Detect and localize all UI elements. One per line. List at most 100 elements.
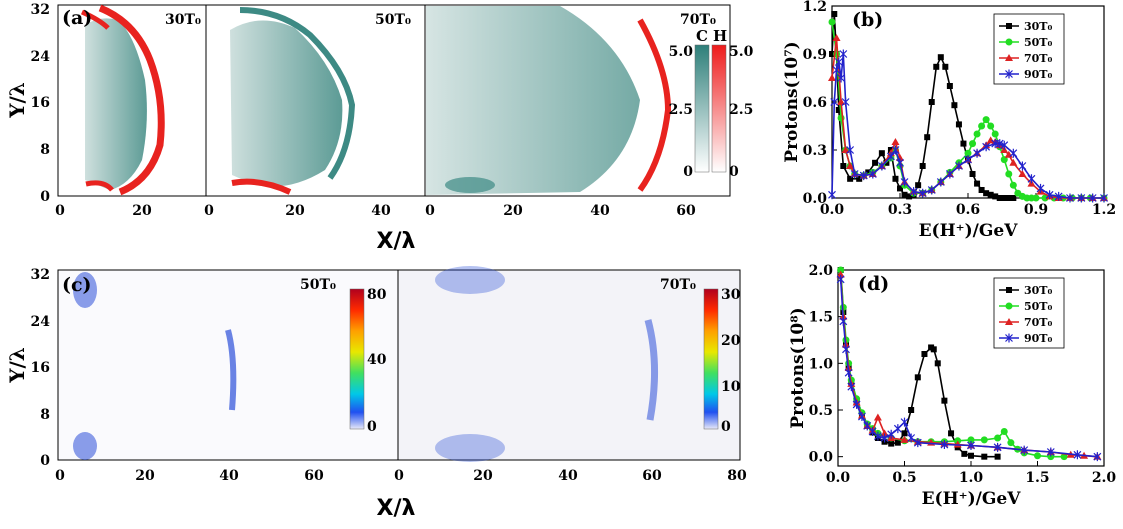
data-point	[832, 65, 841, 75]
x-tick-label: 1.2	[1092, 202, 1116, 218]
series-line	[831, 13, 1014, 199]
carbon-region	[426, 6, 640, 195]
proton-front	[231, 178, 292, 195]
data-point	[973, 148, 981, 158]
data-point	[1036, 183, 1045, 193]
colorbar-tick: 0	[721, 419, 731, 435]
data-point	[1041, 194, 1049, 202]
legend-label: 70T₀	[1024, 52, 1052, 65]
panel-label: (b)	[852, 9, 883, 31]
data-point	[859, 171, 868, 181]
data-point	[987, 122, 995, 130]
y-tick: 32	[31, 2, 50, 18]
x-tick: 20	[473, 468, 493, 484]
legend-label: 30T₀	[1024, 284, 1052, 297]
data-point	[1066, 193, 1074, 203]
y-axis-label: Y/λ	[5, 347, 29, 384]
x-tick-label: 0.0	[826, 470, 851, 486]
data-point	[983, 190, 990, 197]
y-tick-label: 0.5	[809, 403, 833, 419]
data-point	[840, 163, 847, 169]
data-point	[969, 171, 976, 177]
data-point	[844, 368, 853, 378]
data-point	[865, 169, 872, 176]
data-point	[1060, 453, 1068, 461]
data-point	[978, 187, 985, 193]
data-point	[850, 169, 859, 179]
data-point	[1009, 148, 1018, 158]
x-tick-label: 0.0	[820, 202, 845, 218]
y-tick: 16	[31, 360, 50, 376]
data-point	[924, 134, 931, 141]
data-point	[1077, 193, 1086, 203]
data-point	[906, 193, 913, 200]
legend-marker	[1006, 287, 1012, 293]
x-tick: 0	[55, 468, 65, 484]
data-point	[894, 439, 901, 446]
data-point	[852, 399, 861, 409]
legend-label: 50T₀	[1024, 36, 1052, 49]
legend: 30T₀ 50T₀ 70T₀ 90T₀	[993, 13, 1065, 85]
data-point	[991, 130, 999, 138]
data-point	[960, 140, 967, 147]
data-point	[978, 122, 986, 130]
colorbar-tick: 0	[367, 419, 377, 435]
x-tick: 0	[425, 203, 435, 219]
data-point	[909, 187, 918, 197]
data-point	[893, 424, 902, 434]
legend-label: 90T₀	[1024, 332, 1052, 345]
data-point	[1034, 452, 1041, 460]
data-point	[994, 453, 1001, 460]
y-tick-label: 1.0	[809, 356, 834, 372]
panel-d-plot: 0.0 0.5 1.0 1.5 2.0 0.0 0.5 1.0 1.5 2.0 E(H⁺)/GeV P…	[788, 263, 1116, 509]
colorbar-tick: 0	[729, 164, 739, 180]
proton-front	[637, 18, 672, 192]
data-point	[1010, 195, 1017, 201]
data-point	[837, 98, 846, 105]
y-axis-label: Protons(10⁷)	[782, 41, 802, 162]
y-tick-label: 2.0	[809, 263, 834, 279]
data-point	[974, 180, 981, 187]
colorbar-tick: 2.5	[669, 102, 693, 118]
colorbar-tick: 40	[367, 352, 387, 368]
data-point	[1000, 427, 1008, 435]
data-point	[835, 107, 842, 113]
panel-a-sub-70	[424, 4, 731, 197]
data-point	[996, 195, 1003, 201]
data-point	[828, 190, 836, 200]
series-1	[837, 267, 1001, 460]
data-point	[900, 177, 909, 187]
y-tick-label: 0.0	[803, 191, 828, 207]
data-point	[907, 433, 916, 443]
data-point	[941, 397, 948, 404]
colorbar-tick: 10	[721, 379, 741, 395]
data-point	[964, 155, 972, 165]
data-point	[897, 185, 903, 192]
colorbar-hydrogen-label: H	[713, 27, 727, 45]
data-point	[1000, 156, 1008, 164]
data-point	[880, 433, 889, 443]
data-point	[980, 436, 988, 444]
data-point	[856, 175, 863, 182]
x-tick: 0	[204, 203, 214, 219]
data-point	[964, 149, 972, 157]
data-point	[930, 346, 937, 353]
data-point	[961, 450, 968, 457]
data-point	[847, 175, 854, 182]
series-4	[836, 274, 1102, 462]
data-point	[995, 139, 1004, 149]
x-axis-label: X/λ	[377, 229, 416, 254]
data-point	[927, 185, 936, 195]
x-tick: 0	[394, 468, 404, 484]
y-tick-label: 0.0	[809, 450, 834, 466]
data-point	[1005, 195, 1012, 201]
data-point	[900, 417, 909, 427]
time-label: 70T₀	[660, 277, 696, 293]
colorbar-tick: 80	[367, 287, 387, 303]
data-point	[887, 151, 895, 161]
data-point	[1009, 181, 1017, 189]
data-point	[994, 434, 1002, 442]
data-point	[1027, 174, 1036, 184]
data-point	[841, 146, 850, 153]
data-point	[969, 140, 977, 148]
